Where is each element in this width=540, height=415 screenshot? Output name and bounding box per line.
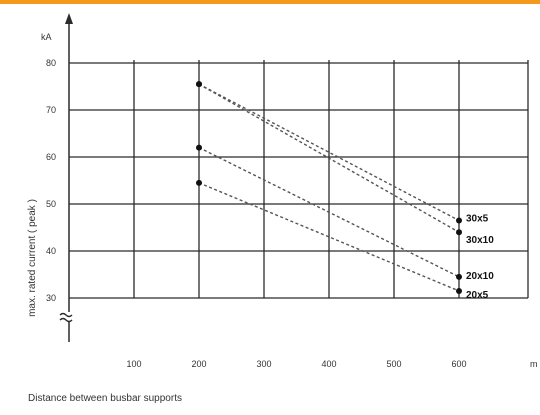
series-point xyxy=(196,179,202,186)
x-axis-caption: Distance between busbar supports xyxy=(28,393,182,404)
series-line xyxy=(198,146,460,278)
x-tick-label: 100 xyxy=(126,359,141,369)
series-line xyxy=(198,182,460,292)
y-axis-title: max. rated current ( peak ) xyxy=(27,199,38,317)
series-point xyxy=(456,287,462,294)
y-unit-label: kA xyxy=(41,32,52,42)
y-tick-label: 40 xyxy=(46,246,56,256)
series-point xyxy=(196,81,202,88)
y-tick-label: 30 xyxy=(46,293,56,303)
series-line xyxy=(198,83,460,222)
x-tick-label: 300 xyxy=(256,359,271,369)
x-tick-label: 600 xyxy=(451,359,466,369)
x-tick-label: 500 xyxy=(386,359,401,369)
y-tick-label: 70 xyxy=(46,105,56,115)
series-label: 20x5 xyxy=(466,290,489,301)
axis-break-mark xyxy=(59,312,73,318)
series-label: 30x5 xyxy=(466,213,489,224)
y-tick-label: 50 xyxy=(46,199,56,209)
series-point xyxy=(196,144,202,151)
series-label: 20x10 xyxy=(466,271,494,282)
top-accent-rule xyxy=(0,0,540,4)
series-point xyxy=(456,217,462,224)
line-chart: 30 40 50 60 70 80 100 200 300 400 500 600 kA m max. ra… xyxy=(27,13,538,369)
series-point xyxy=(456,229,462,236)
x-unit-label: m xyxy=(530,359,538,369)
series-label: 30x10 xyxy=(466,235,494,246)
series-line xyxy=(198,83,460,233)
y-tick-label: 80 xyxy=(46,58,56,68)
x-tick-label: 200 xyxy=(191,359,206,369)
series-point xyxy=(456,273,462,280)
y-axis-arrow xyxy=(65,13,73,24)
axis-break-gap xyxy=(59,312,73,322)
x-tick-label: 400 xyxy=(321,359,336,369)
y-tick-label: 60 xyxy=(46,152,56,162)
axis-break-mark xyxy=(59,317,73,323)
